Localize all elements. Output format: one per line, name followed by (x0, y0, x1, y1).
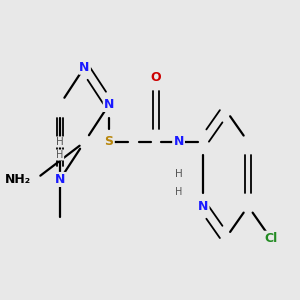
Text: N: N (104, 98, 114, 111)
Text: NH₂: NH₂ (5, 173, 31, 186)
Text: S: S (105, 136, 114, 148)
Text: N: N (55, 173, 65, 186)
Text: H: H (175, 188, 182, 197)
Text: N: N (198, 200, 208, 213)
Text: N: N (198, 200, 208, 213)
Text: NH₂: NH₂ (5, 173, 31, 186)
Text: S: S (105, 136, 114, 148)
Text: N: N (173, 136, 184, 148)
Text: N: N (104, 98, 114, 111)
Text: O: O (151, 71, 161, 84)
Text: H: H (175, 169, 182, 179)
Text: H: H (56, 137, 64, 147)
Text: N: N (173, 136, 184, 148)
Text: H: H (56, 150, 64, 160)
Text: Cl: Cl (264, 232, 277, 245)
Text: N: N (55, 173, 65, 186)
Text: N: N (79, 61, 90, 74)
Text: Cl: Cl (264, 232, 277, 245)
Text: O: O (151, 71, 161, 84)
Text: N: N (79, 61, 90, 74)
